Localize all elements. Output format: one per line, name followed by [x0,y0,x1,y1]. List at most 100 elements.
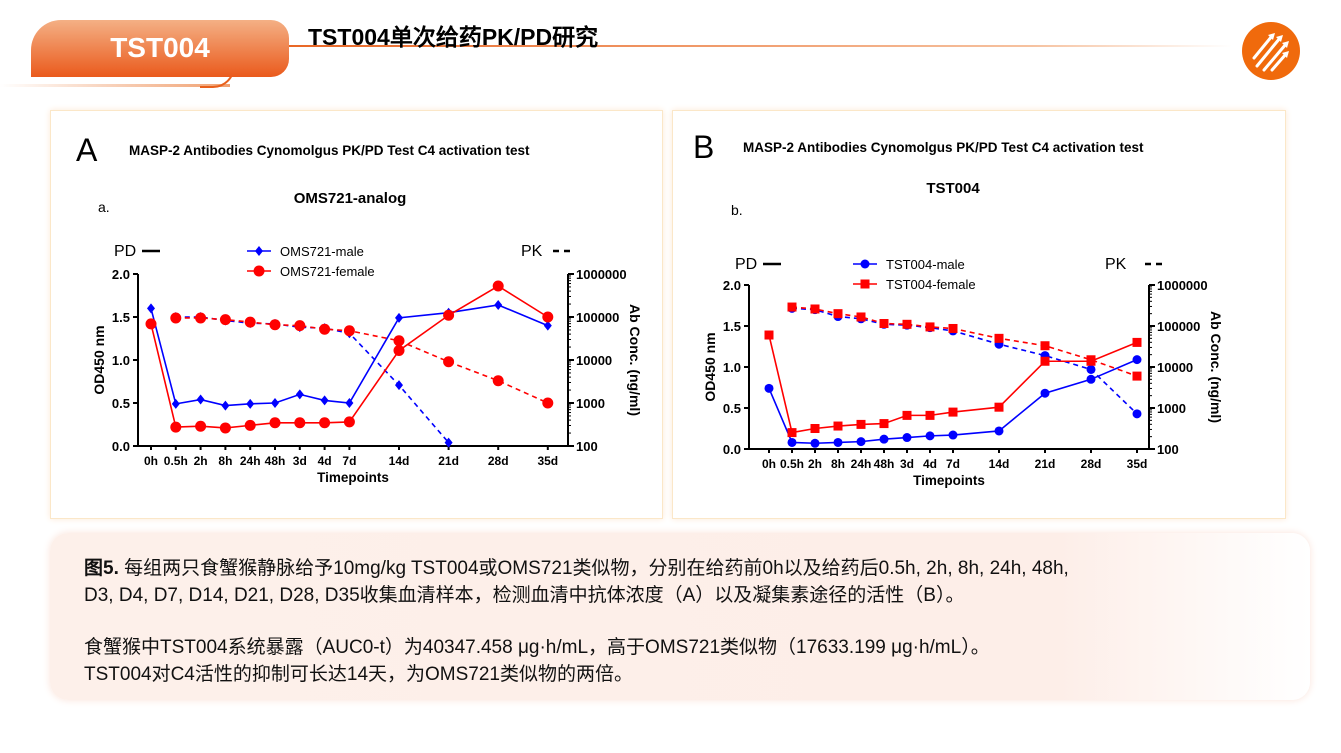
y-tick-label: 0.5 [723,401,741,416]
x-tick-label: 0.5h [164,454,188,468]
pd-point-OMS721-female [319,417,331,429]
pd-point-TST004-female [810,424,820,433]
pd-point-TST004-male [925,431,935,441]
header-decoration [0,84,230,87]
x-tick-label: 14d [989,457,1010,471]
caption-line: 图5. 每组两只食蟹猴静脉给予10mg/kg TST004或OMS721类似物，… [84,553,1069,580]
pd-point-TST004-male [1040,388,1050,398]
pd-point-TST004-female [764,330,774,340]
pd-point-TST004-male [948,430,958,440]
brand-logo-icon [1242,22,1300,80]
series-legend-marker [860,259,870,269]
y-tick-label: 1.5 [723,319,741,334]
chart-panel-b: B MASP-2 Antibodies Cynomolgus PK/PD Test… [672,110,1286,519]
pd-point-TST004-female [787,428,797,438]
section-tab-label: TST004 [110,32,210,63]
chart-header: MASP-2 Antibodies Cynomolgus PK/PD Test … [129,143,530,158]
x-tick-label: 48h [874,457,895,471]
pd-line-TST004-female [768,334,1138,434]
pd-point-OMS721-male [295,389,304,400]
pk-point-TST004-female [810,304,820,314]
pk-point-OMS721-female [269,319,281,331]
pd-point-OMS721-female [294,417,306,429]
pk-legend-label: PK [1105,256,1127,273]
pk-point-TST004-female [856,312,866,322]
x-tick-label: 28d [1081,457,1102,471]
y2-tick-label: 10000 [1157,360,1193,375]
series-legend-label: OMS721-male [280,244,364,259]
x-tick-label: 48h [265,454,286,468]
panel-letter: A [76,132,98,168]
series-legend-marker [253,265,265,277]
y2-tick-label: 1000000 [1157,278,1208,293]
y2-tick-label: 1000 [576,396,605,411]
pk-legend-label: PK [521,243,543,260]
figure-caption: 图5. 每组两只食蟹猴静脉给予10mg/kg TST004或OMS721类似物，… [50,533,1310,700]
y2-tick-label: 100 [1157,442,1179,457]
pk-point-OMS721-female [170,312,182,324]
pd-point-TST004-male [833,437,843,447]
section-tab: TST004 [31,20,289,77]
pd-point-OMS721-female [443,309,455,321]
x-tick-label: 3d [900,457,914,471]
x-axis-label: Timepoints [913,473,985,488]
y2-tick-label: 1000 [1157,401,1186,416]
pd-point-OMS721-female [393,345,405,357]
y-tick-label: 0.5 [112,396,130,411]
pd-point-TST004-male [810,438,820,448]
pd-point-OMS721-female [542,311,554,323]
pk-point-TST004-female [925,322,935,332]
pd-point-OMS721-male [196,394,205,405]
pk-line-OMS721-female [175,317,549,404]
pd-legend-label: PD [114,243,136,260]
chart-a: A MASP-2 Antibodies Cynomolgus PK/PD Test… [76,132,643,485]
pd-point-TST004-female [833,421,843,431]
pk-point-TST004-female [994,333,1004,343]
x-tick-label: 2h [808,457,822,471]
pd-point-OMS721-male [171,398,180,409]
pd-point-OMS721-male [246,398,255,409]
pd-point-OMS721-male [543,320,552,331]
y-tick-label: 0.0 [723,442,741,457]
pk-point-OMS721-female [319,323,331,335]
pk-point-OMS721-female [393,335,405,347]
y2-tick-label: 100 [576,439,598,454]
pk-point-OMS721-female [195,312,207,324]
x-tick-label: 21d [438,454,459,468]
y-axis-label: OD450 nm [91,325,107,394]
pk-line-OMS721-male [175,316,450,444]
pk-point-OMS721-female [294,320,306,332]
pk-point-TST004-female [1040,341,1050,351]
x-tick-label: 7d [342,454,356,468]
x-tick-label: 35d [537,454,558,468]
x-axis-label: Timepoints [317,470,389,485]
caption-line: TST004对C4活性的抑制可长达14天，为OMS721类似物的两倍。 [84,664,633,685]
y-tick-label: 1.5 [112,310,130,325]
pd-point-OMS721-male [320,395,329,406]
pd-point-OMS721-female [492,280,504,292]
pd-point-TST004-female [994,402,1004,412]
x-tick-label: 8h [218,454,232,468]
chart-sublabel: a. [98,199,110,215]
chart-b: B MASP-2 Antibodies Cynomolgus PK/PD Test… [693,129,1224,488]
y2-tick-label: 100000 [1157,319,1200,334]
title-underline [232,45,1232,47]
pd-point-OMS721-female [195,420,207,432]
x-tick-label: 21d [1035,457,1056,471]
pk-line-TST004-female [791,306,1138,377]
x-tick-label: 24h [240,454,261,468]
pd-point-OMS721-female [170,421,182,433]
pk-point-TST004-female [1086,355,1096,365]
pd-point-TST004-male [1132,355,1142,365]
x-tick-label: 3d [293,454,307,468]
pd-point-TST004-female [856,419,866,429]
pd-point-TST004-male [1086,374,1096,384]
chart-panel-a: A MASP-2 Antibodies Cynomolgus PK/PD Test… [50,110,663,519]
series-legend-marker [255,246,263,256]
pk-point-TST004-male [1086,364,1096,374]
pd-line-OMS721-male [150,304,549,407]
pk-point-OMS721-female [443,356,455,368]
pk-point-OMS721-female [343,325,355,337]
y-tick-label: 0.0 [112,439,130,454]
panel-letter: B [693,129,714,165]
